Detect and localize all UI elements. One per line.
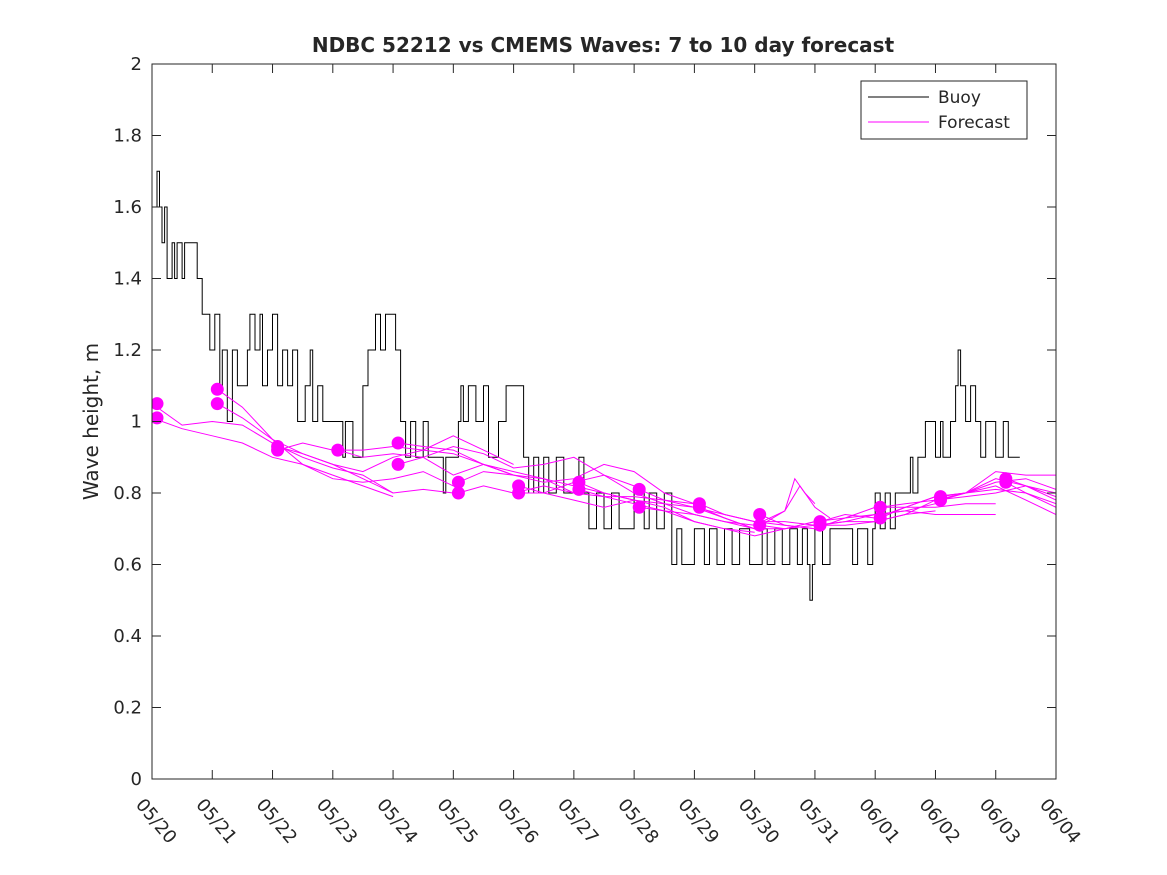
- y-tick-label: 1: [131, 412, 142, 433]
- forecast-run-line-15: [578, 488, 816, 537]
- y-tick-label: 0.6: [113, 555, 142, 576]
- forecast-run-line-3: [217, 388, 454, 487]
- y-tick-label: 2: [131, 54, 142, 75]
- forecast-run-line-28: [1005, 478, 1056, 498]
- forecast-start-marker-7: [331, 443, 345, 457]
- forecast-start-marker-16: [632, 482, 646, 496]
- y-tick-label: 0: [131, 769, 142, 790]
- forecast-start-marker-20: [753, 508, 767, 521]
- forecast-run-line-8: [398, 442, 635, 501]
- y-tick-label: 1.8: [113, 126, 142, 147]
- forecast-start-marker-10: [451, 475, 465, 489]
- legend-box: [860, 80, 1028, 140]
- forecast-start-marker-23: [813, 518, 827, 532]
- forecast-start-marker-9: [391, 457, 405, 471]
- forecast-start-marker-8: [391, 436, 405, 450]
- forecast-start-marker-29: [999, 475, 1013, 489]
- forecast-start-marker-27: [934, 493, 947, 507]
- legend-label-buoy: Buoy: [938, 88, 981, 108]
- forecast-start-marker-21: [753, 518, 767, 532]
- forecast-run-line-2: [152, 417, 394, 498]
- y-tick-label: 1.4: [113, 269, 142, 290]
- forecast-run-line-7: [337, 449, 575, 494]
- y-tick-label: 0.2: [113, 698, 142, 719]
- legend: Buoy Forecast: [860, 80, 1028, 140]
- y-axis-label: Wave height, m: [79, 343, 103, 500]
- y-tick-label: 0.8: [113, 483, 142, 504]
- forecast-start-marker-1: [152, 397, 164, 411]
- forecast-run-line-5: [277, 446, 514, 476]
- forecast-start-marker-25: [873, 511, 887, 525]
- y-tick-label: 1.6: [113, 197, 142, 218]
- forecast-start-marker-13: [512, 486, 526, 500]
- y-tick-label: 1.2: [113, 340, 142, 361]
- forecast-start-marker-4: [210, 397, 224, 411]
- forecast-start-marker-6: [271, 443, 285, 457]
- y-tick-label: 0.4: [113, 626, 142, 647]
- forecast-start-marker-19: [692, 500, 706, 514]
- forecast-start-marker-17: [632, 500, 646, 514]
- plot-area: [152, 170, 1056, 601]
- forecast-run-line-26: [940, 488, 1056, 508]
- forecast-run-line-27: [940, 485, 1056, 515]
- chart-title: NDBC 52212 vs CMEMS Waves: 7 to 10 day f…: [312, 33, 895, 57]
- forecast-start-marker-11: [451, 486, 465, 500]
- forecast-start-marker-3: [210, 382, 224, 396]
- legend-label-forecast: Forecast: [938, 113, 1010, 133]
- forecast-start-marker-15: [572, 482, 586, 496]
- forecast-run-line-29: [1005, 481, 1056, 505]
- forecast-start-marker-24: [873, 500, 887, 514]
